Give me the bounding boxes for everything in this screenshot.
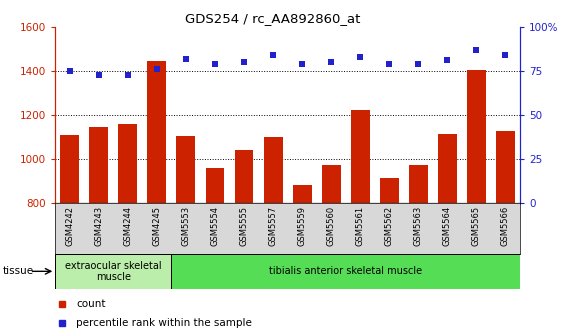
Bar [380,178,399,336]
Text: percentile rank within the sample: percentile rank within the sample [76,318,252,328]
Bar [60,135,79,336]
Text: GSM4243: GSM4243 [94,206,103,246]
Bar [55,254,171,289]
Text: GSM4242: GSM4242 [65,206,74,246]
Text: GSM5565: GSM5565 [472,206,481,246]
Text: count: count [76,299,106,308]
Point [181,56,191,61]
Point [501,52,510,58]
Bar [467,70,486,336]
Point [443,58,452,63]
Bar [89,127,108,336]
Bar [438,134,457,336]
Point [123,72,132,77]
Text: GDS254 / rc_AA892860_at: GDS254 / rc_AA892860_at [185,12,361,25]
Text: tibialis anterior skeletal muscle: tibialis anterior skeletal muscle [269,266,422,276]
Text: extraocular skeletal
muscle: extraocular skeletal muscle [65,260,162,282]
Text: GSM5566: GSM5566 [501,206,510,246]
Text: GSM5563: GSM5563 [414,206,423,246]
Text: tissue: tissue [3,266,34,276]
Point [268,52,278,58]
Bar [293,184,311,336]
Point [65,68,74,74]
Text: GSM5557: GSM5557 [268,206,278,246]
Bar [264,137,282,336]
Text: GSM5555: GSM5555 [239,206,249,246]
Text: GSM4245: GSM4245 [152,206,162,246]
Point [472,47,481,52]
Text: GSM5560: GSM5560 [327,206,336,246]
Bar [171,254,520,289]
Bar [496,130,515,336]
Bar [322,165,340,336]
Bar [119,124,137,336]
Point [152,67,162,72]
Point [210,61,220,67]
Point [414,61,423,67]
Point [327,59,336,65]
Text: GSM5559: GSM5559 [297,206,307,246]
Bar [148,61,166,336]
Text: GSM5561: GSM5561 [356,206,365,246]
Text: GSM4244: GSM4244 [123,206,132,246]
Point [297,61,307,67]
Point [356,54,365,59]
Point [239,59,249,65]
Bar [351,110,370,336]
Point [385,61,394,67]
Bar [235,151,253,336]
Text: GSM5564: GSM5564 [443,206,452,246]
Bar [177,136,195,336]
Text: GSM5554: GSM5554 [210,206,220,246]
Text: GSM5553: GSM5553 [181,206,191,246]
Bar [206,168,224,336]
Point [94,72,103,77]
Bar [409,165,428,336]
Text: GSM5562: GSM5562 [385,206,394,246]
